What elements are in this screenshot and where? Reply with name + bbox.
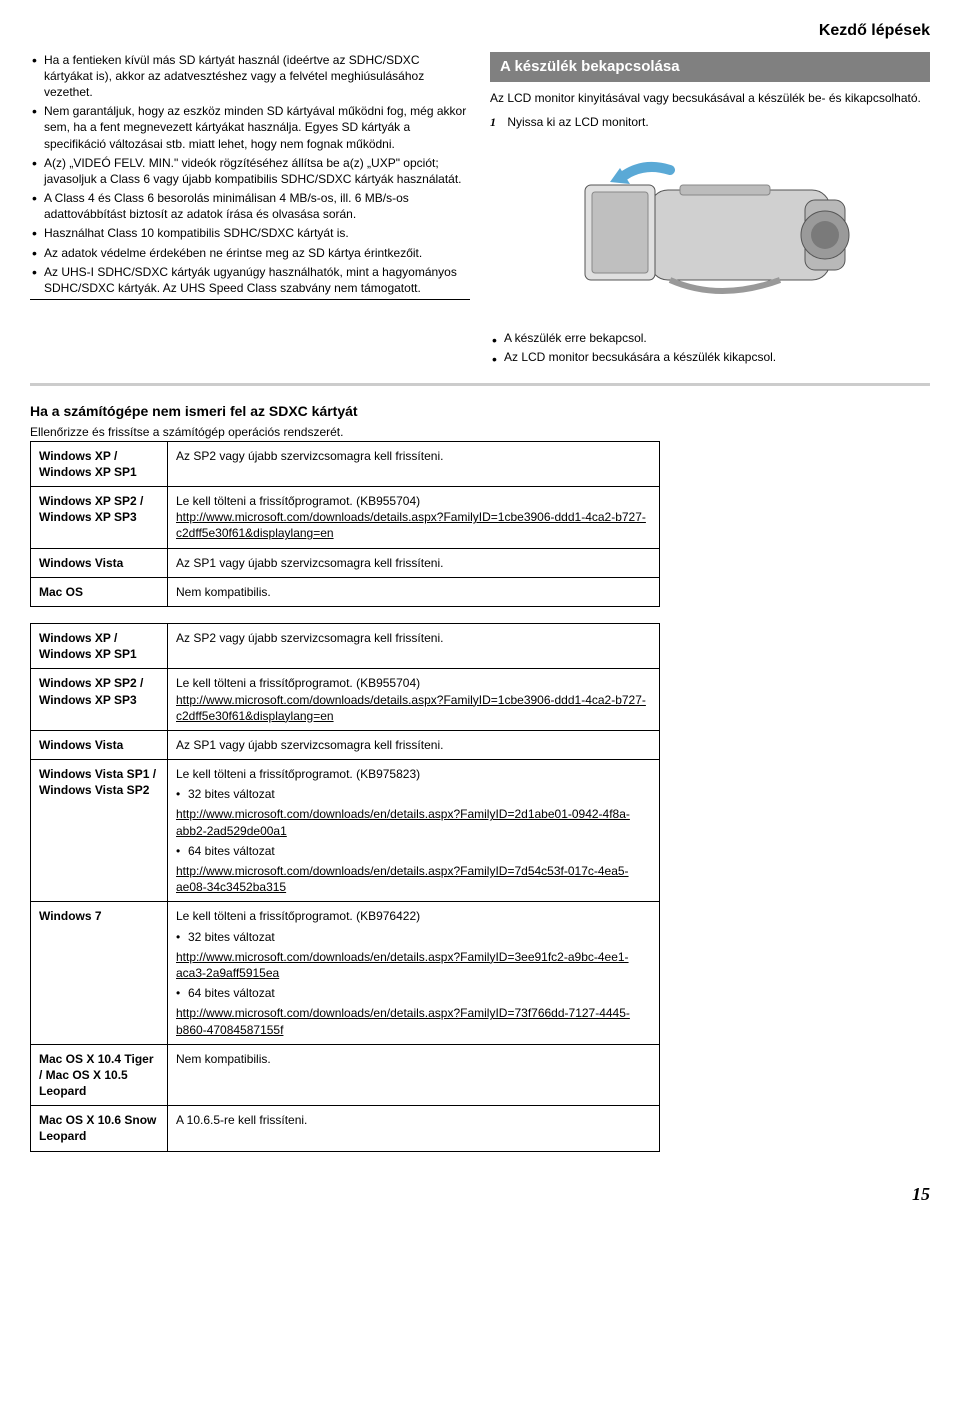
- table-row: Mac OS X 10.4 Tiger / Mac OS X 10.5 Leop…: [31, 1044, 660, 1106]
- right-column: A készülék bekapcsolása Az LCD monitor k…: [490, 52, 930, 369]
- os-cell: Windows Vista: [31, 730, 168, 759]
- table-row: Mac OS X 10.6 Snow LeopardA 10.6.5-re ke…: [31, 1106, 660, 1151]
- table-row: Windows Vista SP1 / Windows Vista SP2Le …: [31, 760, 660, 902]
- note-item: Nem garantáljuk, hogy az eszköz minden S…: [30, 103, 470, 152]
- download-link[interactable]: http://www.microsoft.com/downloads/en/de…: [176, 864, 629, 894]
- notes-list: Ha a fentieken kívül más SD kártyát hasz…: [30, 52, 470, 301]
- download-link[interactable]: http://www.microsoft.com/downloads/detai…: [176, 510, 646, 540]
- table-row: Windows VistaAz SP1 vagy újabb szervizcs…: [31, 730, 660, 759]
- note-item: A Class 4 és Class 6 besorolás minimális…: [30, 190, 470, 222]
- table-row: Windows XP SP2 / Windows XP SP3Le kell t…: [31, 669, 660, 731]
- desc-cell: Nem kompatibilis.: [168, 1044, 660, 1106]
- note-item: Használhat Class 10 kompatibilis SDHC/SD…: [30, 225, 470, 241]
- table-row: Mac OSNem kompatibilis.: [31, 577, 660, 606]
- sdxc-heading: Ha a számítógépe nem ismeri fel az SDXC …: [30, 402, 930, 421]
- download-link[interactable]: http://www.microsoft.com/downloads/detai…: [176, 693, 646, 723]
- variant-32: 32 bites változat: [176, 929, 651, 945]
- note-item: A(z) „VIDEÓ FELV. MIN." videók rögzítésé…: [30, 155, 470, 187]
- os-cell: Windows XP SP2 / Windows XP SP3: [31, 487, 168, 549]
- variant-64: 64 bites változat: [176, 985, 651, 1001]
- table-row: Windows XP SP2 / Windows XP SP3Le kell t…: [31, 487, 660, 549]
- note-item: Ha a fentieken kívül más SD kártyát hasz…: [30, 52, 470, 101]
- table-row: Windows XP / Windows XP SP1Az SP2 vagy ú…: [31, 441, 660, 486]
- download-link[interactable]: http://www.microsoft.com/downloads/en/de…: [176, 950, 629, 980]
- variant-64: 64 bites változat: [176, 843, 651, 859]
- os-cell: Windows XP / Windows XP SP1: [31, 623, 168, 668]
- os-table-1: Windows XP / Windows XP SP1Az SP2 vagy ú…: [30, 441, 660, 607]
- camcorder-illustration: [550, 140, 870, 320]
- desc-cell: Le kell tölteni a frissítőprogramot. (KB…: [168, 487, 660, 549]
- result-item: Az LCD monitor becsukására a készülék ki…: [490, 349, 930, 365]
- desc-cell: Az SP1 vagy újabb szervizcsomagra kell f…: [168, 730, 660, 759]
- note-item: Az UHS-I SDHC/SDXC kártyák ugyanúgy hasz…: [30, 264, 470, 296]
- sdxc-sub: Ellenőrizze és frissítse a számítógép op…: [30, 424, 930, 440]
- os-cell: Mac OS: [31, 577, 168, 606]
- os-cell: Windows Vista SP1 / Windows Vista SP2: [31, 760, 168, 902]
- os-cell: Windows XP SP2 / Windows XP SP3: [31, 669, 168, 731]
- os-cell: Mac OS X 10.6 Snow Leopard: [31, 1106, 168, 1151]
- step-1: 1 Nyissa ki az LCD monitort.: [490, 114, 930, 130]
- section-intro: Az LCD monitor kinyitásával vagy becsuká…: [490, 90, 930, 106]
- note-item: Az adatok védelme érdekében ne érintse m…: [30, 245, 470, 261]
- table-row: Windows XP / Windows XP SP1Az SP2 vagy ú…: [31, 623, 660, 668]
- desc-cell: A 10.6.5-re kell frissíteni.: [168, 1106, 660, 1151]
- divider: [30, 383, 930, 386]
- left-column: Ha a fentieken kívül más SD kártyát hasz…: [30, 52, 470, 369]
- table-row: Windows 7Le kell tölteni a frissítőprogr…: [31, 902, 660, 1044]
- section-title: A készülék bekapcsolása: [490, 52, 930, 82]
- step-text: Nyissa ki az LCD monitort.: [507, 115, 648, 129]
- desc-cell: Az SP2 vagy újabb szervizcsomagra kell f…: [168, 623, 660, 668]
- os-cell: Windows XP / Windows XP SP1: [31, 441, 168, 486]
- download-link[interactable]: http://www.microsoft.com/downloads/en/de…: [176, 1006, 630, 1036]
- result-list: A készülék erre bekapcsol. Az LCD monitor…: [490, 330, 930, 365]
- os-table-2: Windows XP / Windows XP SP1Az SP2 vagy ú…: [30, 623, 660, 1152]
- os-cell: Windows Vista: [31, 548, 168, 577]
- desc-cell: Az SP2 vagy újabb szervizcsomagra kell f…: [168, 441, 660, 486]
- result-item: A készülék erre bekapcsol.: [490, 330, 930, 346]
- table-row: Windows VistaAz SP1 vagy újabb szervizcs…: [31, 548, 660, 577]
- os-cell: Mac OS X 10.4 Tiger / Mac OS X 10.5 Leop…: [31, 1044, 168, 1106]
- page-number: 15: [30, 1182, 930, 1206]
- os-cell: Windows 7: [31, 902, 168, 1044]
- step-number: 1: [490, 114, 504, 130]
- desc-cell: Az SP1 vagy újabb szervizcsomagra kell f…: [168, 548, 660, 577]
- desc-cell: Le kell tölteni a frissítőprogramot. (KB…: [168, 669, 660, 731]
- desc-cell: Nem kompatibilis.: [168, 577, 660, 606]
- download-link[interactable]: http://www.microsoft.com/downloads/en/de…: [176, 807, 630, 837]
- desc-cell: Le kell tölteni a frissítőprogramot. (KB…: [168, 902, 660, 1044]
- page-header: Kezdő lépések: [30, 20, 930, 42]
- variant-32: 32 bites változat: [176, 786, 651, 802]
- desc-cell: Le kell tölteni a frissítőprogramot. (KB…: [168, 760, 660, 902]
